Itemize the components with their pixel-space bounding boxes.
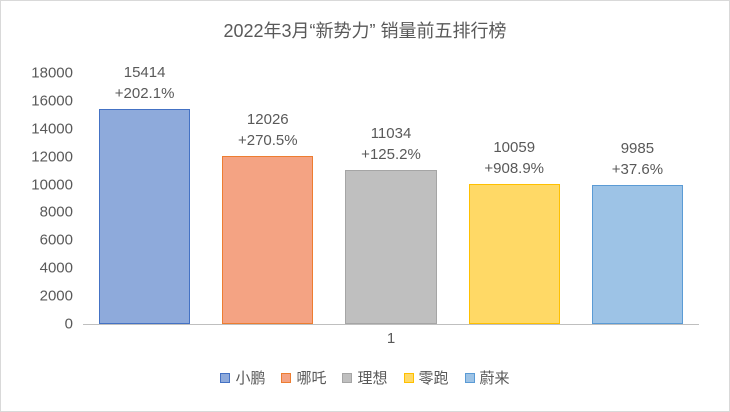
legend-label: 蔚来: [479, 370, 510, 387]
legend: 小鹏 哪吒 理想 零跑 蔚来: [1, 367, 729, 388]
bar-column: 12026 +270.5%: [206, 73, 329, 324]
bar-哪吒: [222, 156, 314, 324]
bar-data-label: 11034 +125.2%: [361, 123, 421, 165]
legend-marker-icon: [464, 372, 475, 383]
bars: 15414 +202.1% 12026 +270.5% 11034 +125.2% 1005…: [83, 64, 699, 324]
bar-growth-label: +270.5%: [237, 132, 298, 150]
legend-marker-icon: [403, 372, 414, 383]
chart-title: 2022年3月“新势力” 销量前五排行榜: [223, 21, 507, 41]
bar-column: 9985 +37.6%: [576, 73, 699, 324]
y-axis: 0 2000 4000 6000 8000 10000 12000 14000 16000 180…: [1, 65, 77, 333]
bar-growth-label: +202.1%: [114, 85, 175, 103]
legend-label: 零跑: [418, 370, 449, 387]
legend-label: 哪吒: [296, 370, 327, 387]
bar-data-label: 12026 +270.5%: [238, 109, 298, 151]
y-axis-tick-label: 10000: [31, 176, 73, 194]
bar-column: 15414 +202.1%: [83, 64, 206, 324]
legend-item-蔚来: 蔚来: [464, 367, 510, 388]
legend-item-零跑: 零跑: [403, 367, 449, 388]
bar-growth-label: +908.9%: [484, 159, 545, 177]
bar-value-label: 11034: [370, 125, 412, 143]
bar-data-label: 9985 +37.6%: [612, 138, 663, 180]
y-axis-tick-label: 16000: [31, 92, 73, 110]
bar-value-label: 9985: [620, 139, 655, 157]
y-axis-tick-label: 18000: [31, 64, 73, 82]
bar-column: 11034 +125.2%: [329, 73, 452, 324]
x-axis-tick-label: 1: [386, 330, 396, 347]
legend-item-小鹏: 小鹏: [220, 367, 265, 388]
y-axis-tick-label: 6000: [39, 231, 73, 249]
y-axis-tick-label: 2000: [39, 287, 73, 305]
y-axis-tick-label: 12000: [31, 148, 73, 166]
y-axis-tick-label: 8000: [39, 203, 73, 221]
legend-item-理想: 理想: [342, 367, 388, 388]
legend-marker-icon: [220, 372, 231, 383]
bar-小鹏: [99, 109, 191, 324]
bar-column: 10059 +908.9%: [453, 73, 576, 324]
legend-item-哪吒: 哪吒: [281, 367, 326, 388]
y-axis-tick-label: 14000: [31, 120, 73, 138]
bar-data-label: 10059 +908.9%: [484, 137, 544, 179]
bar-growth-label: +37.6%: [611, 160, 664, 178]
bar-理想: [345, 170, 437, 324]
bar-value-label: 15414: [123, 64, 166, 82]
y-axis-tick-label: 4000: [39, 259, 73, 277]
y-axis-tick-label: 0: [64, 315, 73, 333]
bar-value-label: 12026: [246, 111, 289, 129]
bar-growth-label: +125.2%: [361, 146, 421, 164]
legend-marker-icon: [281, 372, 292, 383]
legend-marker-icon: [342, 372, 353, 383]
bar-data-label: 15414 +202.1%: [115, 62, 175, 104]
legend-label: 理想: [357, 370, 388, 387]
legend-label: 小鹏: [235, 370, 266, 387]
bar-value-label: 10059: [493, 138, 536, 156]
bar-蔚来: [591, 184, 683, 324]
plot-area: 15414 +202.1% 12026 +270.5% 11034 +125.2% 1005…: [83, 64, 699, 325]
bar-零跑: [468, 183, 560, 324]
